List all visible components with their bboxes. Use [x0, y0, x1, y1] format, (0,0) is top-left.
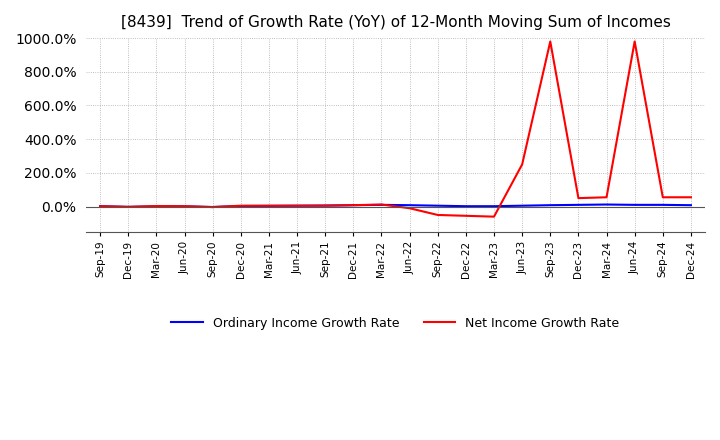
Ordinary Income Growth Rate	[462, 204, 470, 209]
Net Income Growth Rate	[293, 203, 302, 208]
Net Income Growth Rate	[236, 203, 245, 208]
Net Income Growth Rate	[546, 39, 554, 44]
Net Income Growth Rate	[433, 213, 442, 218]
Line: Net Income Growth Rate: Net Income Growth Rate	[100, 41, 691, 216]
Ordinary Income Growth Rate	[377, 202, 386, 208]
Net Income Growth Rate	[265, 203, 274, 208]
Net Income Growth Rate	[630, 39, 639, 44]
Ordinary Income Growth Rate	[265, 203, 274, 209]
Net Income Growth Rate	[349, 202, 358, 208]
Net Income Growth Rate	[180, 204, 189, 209]
Ordinary Income Growth Rate	[152, 204, 161, 209]
Ordinary Income Growth Rate	[349, 202, 358, 208]
Line: Ordinary Income Growth Rate: Ordinary Income Growth Rate	[100, 205, 691, 207]
Ordinary Income Growth Rate	[546, 202, 554, 208]
Ordinary Income Growth Rate	[124, 204, 132, 209]
Ordinary Income Growth Rate	[96, 204, 104, 209]
Net Income Growth Rate	[490, 214, 498, 219]
Legend: Ordinary Income Growth Rate, Net Income Growth Rate: Ordinary Income Growth Rate, Net Income …	[166, 312, 625, 335]
Net Income Growth Rate	[405, 205, 414, 211]
Ordinary Income Growth Rate	[208, 205, 217, 210]
Title: [8439]  Trend of Growth Rate (YoY) of 12-Month Moving Sum of Incomes: [8439] Trend of Growth Rate (YoY) of 12-…	[121, 15, 670, 30]
Net Income Growth Rate	[124, 204, 132, 209]
Ordinary Income Growth Rate	[405, 202, 414, 208]
Net Income Growth Rate	[96, 204, 104, 209]
Ordinary Income Growth Rate	[433, 203, 442, 208]
Net Income Growth Rate	[208, 205, 217, 210]
Ordinary Income Growth Rate	[518, 203, 526, 208]
Net Income Growth Rate	[377, 202, 386, 207]
Net Income Growth Rate	[574, 195, 582, 201]
Net Income Growth Rate	[687, 194, 696, 200]
Net Income Growth Rate	[321, 203, 330, 208]
Ordinary Income Growth Rate	[236, 203, 245, 209]
Ordinary Income Growth Rate	[630, 202, 639, 208]
Ordinary Income Growth Rate	[293, 203, 302, 208]
Ordinary Income Growth Rate	[602, 202, 611, 207]
Net Income Growth Rate	[518, 162, 526, 167]
Net Income Growth Rate	[602, 194, 611, 200]
Ordinary Income Growth Rate	[490, 204, 498, 209]
Ordinary Income Growth Rate	[687, 202, 696, 208]
Ordinary Income Growth Rate	[574, 202, 582, 208]
Ordinary Income Growth Rate	[659, 202, 667, 208]
Ordinary Income Growth Rate	[321, 203, 330, 208]
Net Income Growth Rate	[659, 194, 667, 200]
Net Income Growth Rate	[462, 213, 470, 218]
Ordinary Income Growth Rate	[180, 204, 189, 209]
Net Income Growth Rate	[152, 203, 161, 209]
